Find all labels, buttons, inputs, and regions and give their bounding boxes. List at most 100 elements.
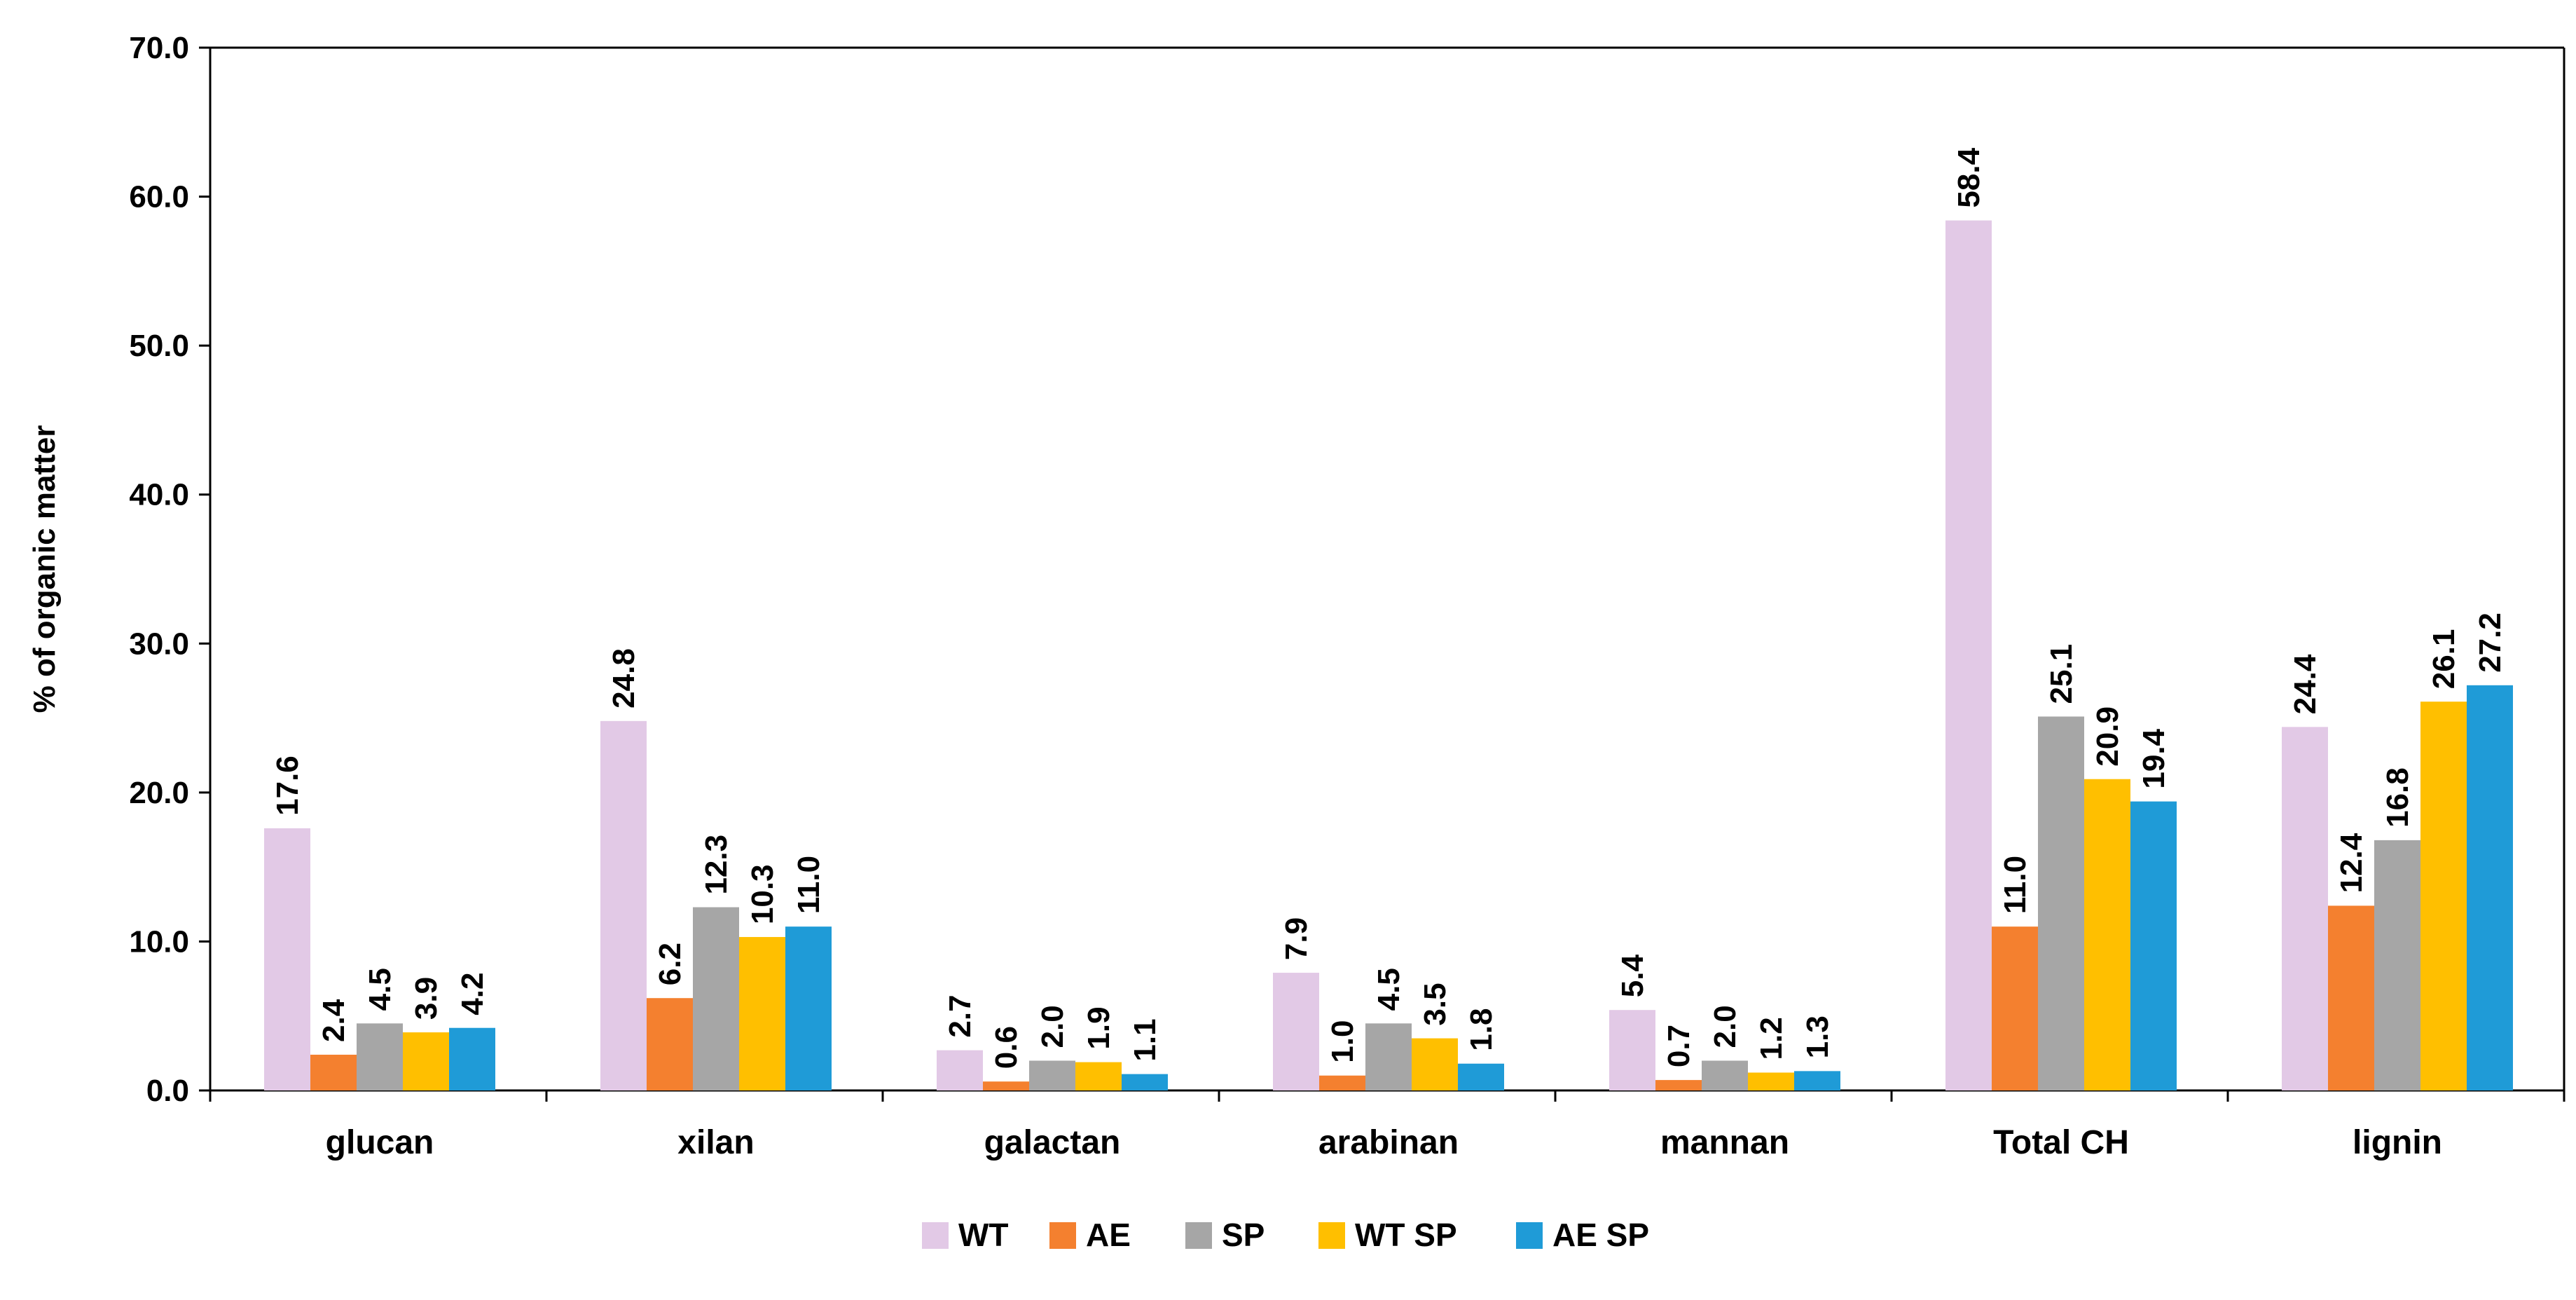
legend: WT AE SP WT SP AE SP: [922, 1217, 1649, 1253]
data-label: 1.3: [1800, 1015, 1835, 1058]
bar-sp-total-ch: [2038, 716, 2084, 1090]
x-category-label: glucan: [326, 1124, 434, 1161]
bar-ae-total-ch: [1992, 926, 2038, 1090]
data-label: 19.4: [2137, 728, 2171, 788]
bar-wt-sp-mannan: [1748, 1072, 1794, 1090]
data-label: 17.6: [270, 755, 305, 816]
bar-wt-sp-total-ch: [2084, 779, 2130, 1090]
legend-label: SP: [1222, 1217, 1265, 1253]
data-label: 0.7: [1662, 1025, 1696, 1067]
data-label: 12.4: [2334, 833, 2369, 893]
legend-label: WT: [958, 1217, 1009, 1253]
x-category-label: galactan: [984, 1124, 1121, 1161]
legend-label: WT SP: [1355, 1217, 1457, 1253]
bar-sp-arabinan: [1365, 1023, 1412, 1090]
bar-ae-sp-galactan: [1122, 1074, 1168, 1090]
bar-ae-lignin: [2328, 905, 2374, 1090]
bar-sp-mannan: [1702, 1060, 1748, 1090]
data-label: 2.0: [1035, 1005, 1070, 1048]
data-label: 1.9: [1082, 1006, 1116, 1049]
y-axis: 0.0 10.0 20.0 30.0 40.0 50.0 60.0 70.0: [129, 31, 212, 1108]
bar-wt-xilan: [600, 720, 647, 1090]
data-label: 2.7: [943, 994, 977, 1037]
legend-swatch: [1318, 1222, 1345, 1249]
bar-wt-sp-xilan: [739, 937, 785, 1090]
bar-sp-lignin: [2374, 840, 2420, 1090]
data-label: 16.8: [2381, 767, 2415, 828]
data-label: 24.8: [607, 648, 641, 709]
bar-ae-galactan: [983, 1081, 1029, 1090]
data-label: 1.8: [1464, 1008, 1499, 1051]
data-label: 26.1: [2427, 629, 2461, 690]
bar-ae-glucan: [310, 1054, 357, 1090]
x-category-label: xilan: [677, 1124, 754, 1161]
bar-wt-total-ch: [1945, 220, 1992, 1090]
bars: [264, 220, 2513, 1090]
y-tick-label: 30.0: [129, 627, 189, 661]
legend-swatch: [1049, 1222, 1076, 1249]
data-label: 2.4: [317, 999, 351, 1042]
data-label: 4.5: [1372, 968, 1406, 1011]
bar-wt-sp-lignin: [2420, 702, 2467, 1090]
data-label: 4.2: [455, 973, 490, 1015]
bar-wt-glucan: [264, 828, 310, 1090]
y-axis-title: % of organic matter: [27, 425, 62, 713]
legend-label: AE: [1086, 1217, 1131, 1253]
x-category-label: arabinan: [1318, 1124, 1459, 1161]
data-label: 3.5: [1418, 983, 1452, 1025]
plot-area: [210, 46, 2565, 1090]
data-label: 10.3: [745, 864, 780, 924]
data-label: 6.2: [653, 943, 687, 985]
data-label: 5.4: [1616, 955, 1650, 998]
legend-item-ae-sp: AE SP: [1516, 1217, 1649, 1253]
data-label: 11.0: [792, 856, 826, 914]
legend-swatch: [922, 1222, 949, 1249]
y-tick-label: 0.0: [146, 1074, 189, 1108]
x-category-label: lignin: [2353, 1124, 2442, 1161]
y-tick-label: 20.0: [129, 776, 189, 810]
bar-ae-mannan: [1655, 1080, 1702, 1090]
legend-item-wt-sp: WT SP: [1318, 1217, 1457, 1253]
legend-item-wt: WT: [922, 1217, 1009, 1253]
bar-wt-sp-glucan: [403, 1032, 449, 1090]
bar-ae-sp-mannan: [1794, 1071, 1840, 1090]
bar-sp-xilan: [693, 907, 739, 1090]
data-label: 4.5: [363, 968, 397, 1011]
y-tick-label: 60.0: [129, 180, 189, 214]
data-label: 20.9: [2091, 706, 2125, 767]
data-label: 12.3: [699, 835, 733, 895]
data-label: 24.4: [2288, 654, 2322, 714]
data-label: 1.0: [1325, 1020, 1360, 1063]
y-tick-label: 10.0: [129, 924, 189, 959]
legend-label: AE SP: [1552, 1217, 1649, 1253]
bar-wt-mannan: [1609, 1010, 1655, 1090]
data-labels: 17.6 2.4 4.5 3.9 4.2 24.8 6.2 12.3 10.3 11.0 2.7 0.…: [270, 147, 2507, 1069]
data-label: 1.1: [1128, 1018, 1162, 1061]
data-label: 0.6: [989, 1026, 1024, 1069]
data-label: 11.0: [1998, 856, 2032, 914]
data-label: 2.0: [1708, 1005, 1742, 1048]
data-label: 7.9: [1279, 917, 1314, 960]
legend-swatch: [1516, 1222, 1543, 1249]
data-label: 25.1: [2044, 644, 2079, 704]
data-label: 1.2: [1754, 1017, 1789, 1060]
bar-ae-sp-total-ch: [2130, 801, 2177, 1090]
legend-item-sp: SP: [1185, 1217, 1265, 1253]
legend-swatch: [1185, 1222, 1212, 1249]
bar-wt-sp-galactan: [1075, 1062, 1122, 1090]
bar-ae-sp-lignin: [2467, 685, 2513, 1090]
data-label: 58.4: [1952, 147, 1986, 207]
bar-sp-galactan: [1029, 1060, 1075, 1090]
y-tick-label: 50.0: [129, 329, 189, 363]
bar-ae-xilan: [647, 998, 693, 1090]
bar-wt-lignin: [2282, 727, 2328, 1090]
legend-item-ae: AE: [1049, 1217, 1131, 1253]
bar-wt-arabinan: [1273, 973, 1319, 1090]
bar-ae-arabinan: [1319, 1075, 1365, 1090]
y-tick-label: 70.0: [129, 31, 189, 65]
bar-wt-sp-arabinan: [1412, 1038, 1458, 1090]
x-category-label: Total CH: [1993, 1124, 2129, 1161]
bar-ae-sp-arabinan: [1458, 1063, 1504, 1090]
bar-ae-sp-xilan: [785, 926, 832, 1090]
x-category-label: mannan: [1660, 1124, 1789, 1161]
